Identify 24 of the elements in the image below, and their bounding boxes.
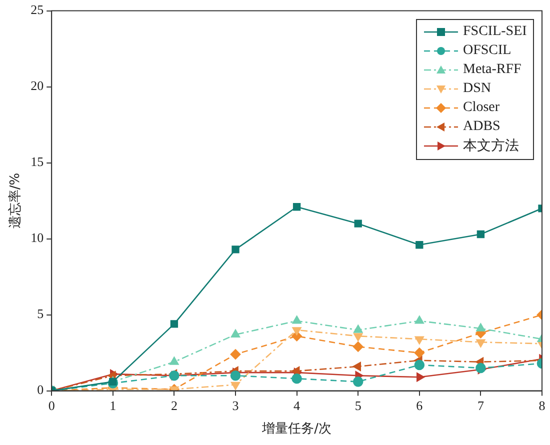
y-tick-label: 15 <box>30 154 44 170</box>
x-tick-label: 3 <box>232 398 239 414</box>
legend-label: Closer <box>463 100 500 116</box>
x-tick-label: 6 <box>416 398 424 414</box>
x-tick-label: 1 <box>110 398 116 414</box>
x-tick-label: 2 <box>170 398 178 414</box>
y-tick-label: 20 <box>30 78 44 94</box>
legend-label: OFSCIL <box>463 43 512 60</box>
legend-label: FSCIL-SEI <box>463 24 527 40</box>
y-tick-label: 0 <box>37 382 44 398</box>
x-tick-label: 7 <box>477 398 484 414</box>
x-tick-label: 0 <box>48 398 55 414</box>
x-axis-title: 增量任务/次 <box>261 422 332 437</box>
y-axis-title: 遗忘率/% <box>7 172 24 229</box>
y-tick-label: 10 <box>30 230 44 246</box>
legend-label: 本文方法 <box>463 137 519 156</box>
x-tick-label: 5 <box>354 398 362 414</box>
legend-label: DSN <box>463 81 492 98</box>
legend-label: Meta-RFF <box>463 62 522 78</box>
y-tick-label: 25 <box>30 2 44 18</box>
x-tick-label: 4 <box>294 398 301 414</box>
legend-label: ADBS <box>463 119 500 136</box>
x-tick-label: 8 <box>538 398 546 414</box>
y-tick-label: 5 <box>37 306 44 322</box>
